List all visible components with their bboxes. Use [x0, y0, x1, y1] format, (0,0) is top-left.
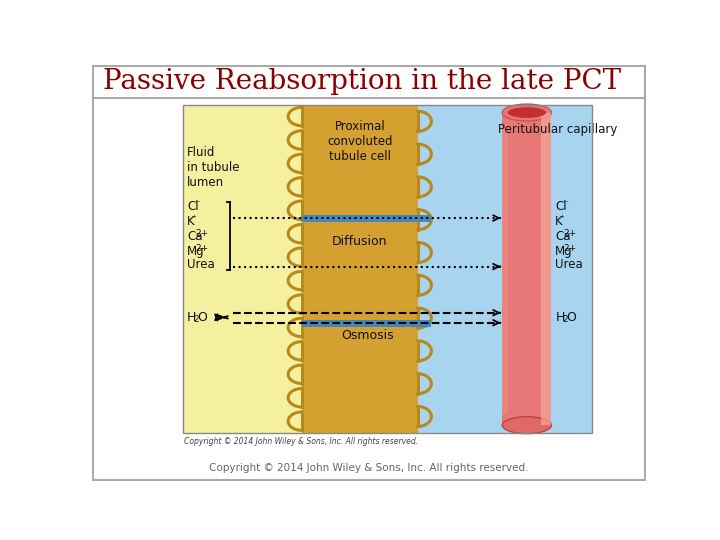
Text: 2+: 2+: [564, 229, 577, 238]
Text: Copyright © 2014 John Wiley & Sons, Inc. All rights reserved.: Copyright © 2014 John Wiley & Sons, Inc.…: [210, 463, 528, 473]
Bar: [183, 105, 302, 433]
Text: Osmosis: Osmosis: [341, 329, 394, 342]
Text: Mg: Mg: [555, 245, 573, 258]
Text: 2+: 2+: [196, 229, 209, 238]
Ellipse shape: [503, 104, 552, 121]
Text: 2+: 2+: [564, 244, 577, 253]
Bar: [503, 112, 552, 425]
Text: O: O: [197, 311, 207, 324]
Text: Passive Reabsorption in the late PCT: Passive Reabsorption in the late PCT: [102, 68, 621, 95]
Polygon shape: [541, 112, 552, 425]
Text: ⁺: ⁺: [192, 214, 197, 224]
Ellipse shape: [508, 107, 546, 118]
Text: Peritubular capillary: Peritubular capillary: [498, 123, 617, 136]
Bar: [302, 215, 431, 222]
Bar: [302, 105, 418, 433]
Polygon shape: [503, 124, 508, 414]
Text: 2: 2: [194, 315, 199, 324]
Text: 2: 2: [562, 315, 568, 324]
Text: K: K: [555, 215, 563, 228]
Text: H: H: [186, 311, 196, 324]
Text: Proximal
convoluted
tubule cell: Proximal convoluted tubule cell: [327, 120, 392, 163]
Text: Ca: Ca: [555, 230, 571, 243]
Text: ⁻: ⁻: [564, 199, 569, 208]
Text: O: O: [566, 311, 576, 324]
Text: Copyright © 2014 John Wiley & Sons, Inc. All rights reserved.: Copyright © 2014 John Wiley & Sons, Inc.…: [184, 437, 418, 447]
Text: ⁻: ⁻: [196, 199, 200, 208]
Text: H: H: [555, 311, 564, 324]
Text: Fluid
in tubule
lumen: Fluid in tubule lumen: [187, 146, 240, 188]
Bar: [302, 320, 431, 327]
Ellipse shape: [503, 417, 552, 434]
Text: K: K: [187, 215, 195, 228]
Text: ⁺: ⁺: [559, 214, 564, 224]
Text: Urea: Urea: [555, 259, 583, 272]
Text: Cl: Cl: [187, 200, 199, 213]
Text: Cl: Cl: [555, 200, 567, 213]
Text: Diffusion: Diffusion: [332, 235, 387, 248]
Text: Urea: Urea: [187, 259, 215, 272]
Bar: [302, 105, 593, 433]
Text: Mg: Mg: [187, 245, 205, 258]
Text: 2+: 2+: [196, 244, 209, 253]
Text: Ca: Ca: [187, 230, 203, 243]
